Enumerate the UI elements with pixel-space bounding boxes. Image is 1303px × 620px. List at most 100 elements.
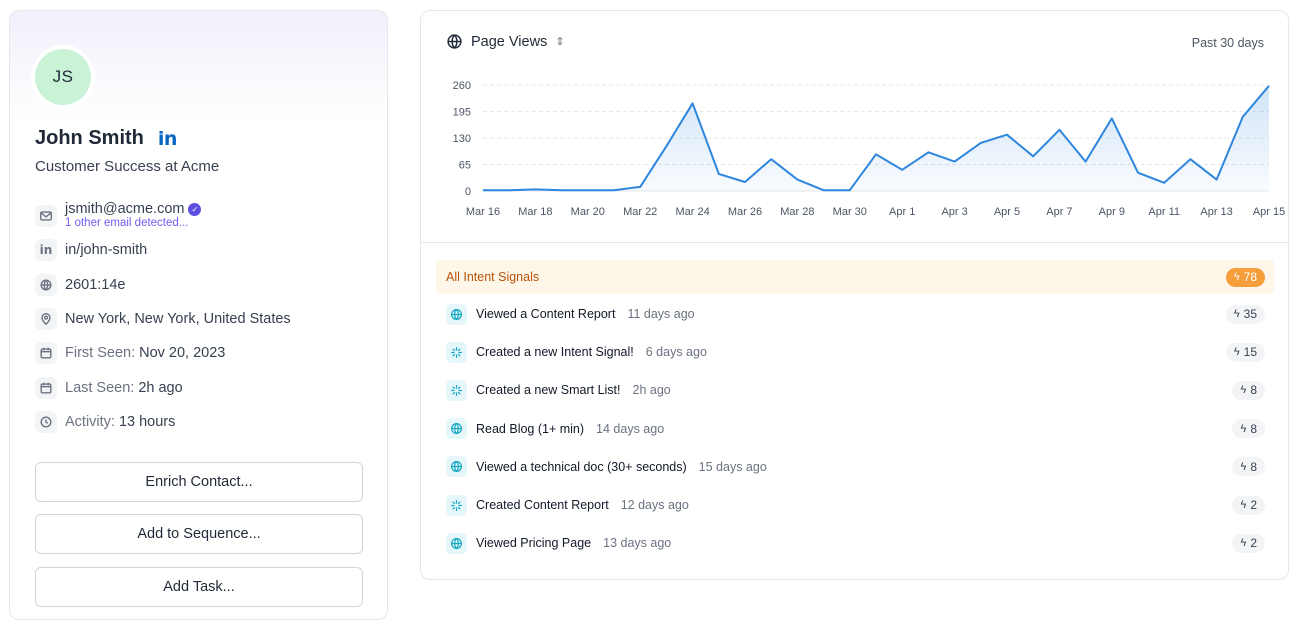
data-point[interactable] bbox=[1054, 125, 1064, 135]
info-row-email: jsmith@acme.com ✓ 1 other email detected… bbox=[35, 199, 375, 233]
bolt-icon: ϟ bbox=[1233, 308, 1240, 321]
data-point[interactable] bbox=[923, 147, 933, 157]
bolt-icon: ϟ bbox=[1240, 422, 1247, 435]
x-tick-label: Apr 11 bbox=[1148, 206, 1180, 218]
data-point[interactable] bbox=[766, 154, 776, 164]
data-point[interactable] bbox=[819, 185, 829, 195]
data-point[interactable] bbox=[1264, 81, 1274, 91]
signal-title: Created a new Intent Signal! bbox=[476, 345, 634, 360]
series-line bbox=[483, 85, 1270, 192]
chart-metric-selector[interactable]: Page Views ⇕ bbox=[446, 33, 565, 50]
bolt-icon: ϟ bbox=[1240, 460, 1247, 473]
data-point[interactable] bbox=[1238, 112, 1248, 122]
linkedin-handle[interactable]: in/john-smith bbox=[65, 242, 148, 259]
data-point[interactable] bbox=[688, 98, 698, 108]
data-point[interactable] bbox=[897, 165, 907, 175]
signal-left: Created Content Report 12 days ago bbox=[446, 494, 689, 516]
signal-title: Viewed a technical doc (30+ seconds) bbox=[476, 459, 687, 474]
signal-score-badge: ϟ 15 bbox=[1225, 342, 1265, 362]
data-point[interactable] bbox=[1212, 175, 1222, 185]
linkedin-logo-icon[interactable]: in bbox=[157, 127, 178, 150]
data-point[interactable] bbox=[1185, 154, 1195, 164]
data-point[interactable] bbox=[792, 175, 802, 185]
x-tick-label: Mar 28 bbox=[780, 206, 814, 218]
activity-label: Activity: bbox=[65, 413, 115, 430]
data-point[interactable] bbox=[1159, 178, 1169, 188]
y-tick-label: 65 bbox=[459, 160, 471, 172]
total-score-badge: ϟ 78 bbox=[1225, 267, 1265, 287]
data-point[interactable] bbox=[504, 185, 514, 195]
data-point[interactable] bbox=[740, 177, 750, 187]
contact-name: John Smith bbox=[35, 127, 144, 149]
signal-score-badge: ϟ 35 bbox=[1225, 304, 1265, 324]
info-row-last-seen: Last Seen: 2h ago bbox=[35, 370, 375, 404]
data-point[interactable] bbox=[478, 185, 488, 195]
location-value: New York, New York, United States bbox=[65, 311, 291, 328]
calendar-icon bbox=[35, 376, 57, 399]
signal-row[interactable]: Read Blog (1+ min) 14 days ago ϟ 8 bbox=[436, 410, 1274, 448]
signal-score-value: 8 bbox=[1250, 383, 1257, 398]
location-pin-icon bbox=[35, 308, 57, 331]
x-tick-label: Mar 18 bbox=[518, 206, 552, 218]
signal-score-value: 2 bbox=[1250, 536, 1257, 551]
x-tick-label: Mar 26 bbox=[728, 206, 762, 218]
signal-row[interactable]: Created Content Report 12 days ago ϟ 2 bbox=[436, 486, 1274, 524]
other-email-link[interactable]: 1 other email detected... bbox=[65, 217, 189, 230]
data-point[interactable] bbox=[976, 138, 986, 148]
data-point[interactable] bbox=[1002, 130, 1012, 140]
data-point[interactable] bbox=[871, 149, 881, 159]
info-row-linkedin: in in/john-smith bbox=[35, 233, 375, 267]
signal-row[interactable]: Created a new Intent Signal! 6 days ago ϟ 1… bbox=[436, 333, 1274, 371]
signal-row[interactable]: Viewed a technical doc (30+ seconds) 15 d… bbox=[436, 448, 1274, 486]
signal-title: Read Blog (1+ min) bbox=[476, 421, 585, 436]
enrich-contact-button[interactable]: Enrich Contact... bbox=[35, 462, 363, 502]
info-row-activity: Activity: 13 hours bbox=[35, 405, 375, 439]
signal-title: Viewed Pricing Page bbox=[476, 536, 592, 551]
clock-icon bbox=[35, 410, 57, 433]
x-tick-label: Apr 5 bbox=[994, 206, 1020, 218]
signal-row[interactable]: Viewed Pricing Page 13 days ago ϟ 2 bbox=[436, 524, 1274, 562]
signal-score-value: 2 bbox=[1250, 498, 1257, 513]
data-point[interactable] bbox=[1081, 157, 1091, 167]
series-area bbox=[483, 85, 1269, 191]
add-to-sequence-button[interactable]: Add to Sequence... bbox=[35, 514, 363, 554]
add-task-button[interactable]: Add Task... bbox=[35, 567, 363, 607]
chart-title: Page Views bbox=[471, 33, 548, 50]
intent-signals-header[interactable]: All Intent Signals ϟ 78 bbox=[436, 260, 1274, 294]
info-row-first-seen: First Seen: Nov 20, 2023 bbox=[35, 336, 375, 370]
data-point[interactable] bbox=[845, 185, 855, 195]
signal-score-value: 15 bbox=[1243, 345, 1257, 360]
x-tick-label: Apr 15 bbox=[1253, 206, 1285, 218]
avatar: JS bbox=[35, 49, 91, 105]
data-point[interactable] bbox=[661, 141, 671, 151]
data-point[interactable] bbox=[950, 157, 960, 167]
signal-row[interactable]: Created a new Smart List! 2h ago ϟ 8 bbox=[436, 371, 1274, 409]
signal-left: Created a new Smart List! 2h ago bbox=[446, 379, 671, 401]
data-point[interactable] bbox=[530, 184, 540, 194]
data-point[interactable] bbox=[557, 185, 567, 195]
email-value[interactable]: jsmith@acme.com bbox=[65, 201, 185, 218]
signal-left: Read Blog (1+ min) 14 days ago bbox=[446, 418, 665, 440]
globe-icon bbox=[446, 303, 467, 325]
y-tick-label: 0 bbox=[465, 186, 471, 198]
signal-row[interactable]: Viewed a Content Report 11 days ago ϟ 35 bbox=[436, 295, 1274, 333]
data-point[interactable] bbox=[609, 185, 619, 195]
signal-time: 15 days ago bbox=[698, 459, 767, 474]
data-point[interactable] bbox=[1028, 151, 1038, 161]
x-tick-label: Mar 24 bbox=[675, 206, 709, 218]
signal-time: 14 days ago bbox=[596, 421, 665, 436]
chevron-up-down-icon: ⇕ bbox=[555, 36, 565, 48]
x-tick-label: Mar 30 bbox=[833, 206, 867, 218]
data-point[interactable] bbox=[635, 182, 645, 192]
verified-check-icon: ✓ bbox=[188, 203, 202, 217]
data-point[interactable] bbox=[1133, 168, 1143, 178]
signal-title: Created a new Smart List! bbox=[476, 383, 621, 398]
data-point[interactable] bbox=[714, 169, 724, 179]
y-tick-label: 195 bbox=[453, 107, 471, 119]
signal-title: Created Content Report bbox=[476, 498, 609, 513]
date-range-label[interactable]: Past 30 days bbox=[1191, 36, 1264, 50]
data-point[interactable] bbox=[583, 185, 593, 195]
data-point[interactable] bbox=[1107, 113, 1117, 123]
